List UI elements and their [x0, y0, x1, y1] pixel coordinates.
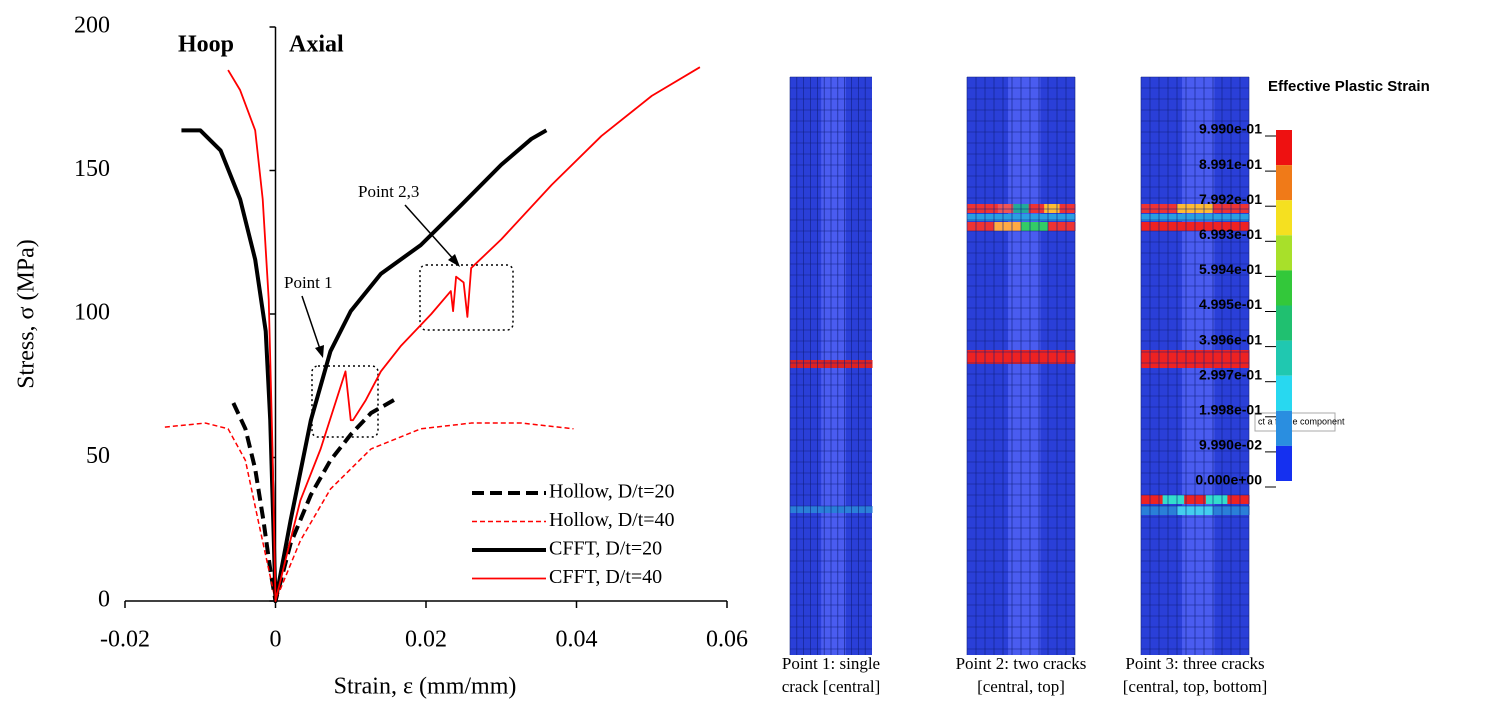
y-tick-label: 100 — [74, 300, 110, 326]
fringe-label: 7.992e-01 — [1199, 191, 1262, 207]
contour-plot — [790, 77, 873, 655]
tooltip: ct a fringe component — [1258, 416, 1345, 426]
highlight-box — [420, 265, 513, 330]
strain-band — [1048, 222, 1076, 231]
strain-band — [1163, 495, 1185, 504]
caption: Point 2: two cracks — [956, 654, 1087, 673]
fringe-label: 5.994e-01 — [1199, 261, 1262, 277]
annotation: Point 1 — [284, 273, 333, 292]
fringe-label: 9.990e-01 — [1199, 121, 1262, 137]
fringe-label: 6.993e-01 — [1199, 226, 1262, 242]
x-tick-label: -0.02 — [100, 627, 150, 653]
x-tick-label: 0.04 — [556, 627, 598, 653]
strain-band — [1029, 204, 1045, 213]
fringe-swatch — [1276, 130, 1292, 165]
fringe-label: 8.991e-01 — [1199, 156, 1262, 172]
caption: Point 3: three cracks — [1125, 654, 1264, 673]
fringe-swatch — [1276, 446, 1292, 481]
fringe-label: 1.998e-01 — [1199, 402, 1262, 418]
cylinder-highlight — [1008, 77, 1040, 655]
fringe-swatch — [1276, 165, 1292, 200]
fringe-swatch — [1276, 200, 1292, 235]
fringe-swatch — [1276, 411, 1292, 446]
contour-plot — [967, 77, 1076, 655]
y-tick-label: 0 — [98, 587, 110, 613]
strain-band — [967, 204, 983, 213]
arrow-head — [315, 345, 324, 358]
strain-band — [994, 222, 1022, 231]
fringe-label: 9.990e-02 — [1199, 437, 1262, 453]
annotation: Axial — [289, 32, 344, 58]
caption: crack [central] — [782, 677, 881, 696]
caption: [central, top, bottom] — [1123, 677, 1267, 696]
legend-label: Hollow, D/t=40 — [549, 509, 675, 531]
strain-band — [1141, 495, 1163, 504]
y-axis-title: Stress, σ (MPa) — [14, 239, 40, 389]
legend-label: Hollow, D/t=20 — [549, 481, 675, 503]
fringe-swatch — [1276, 306, 1292, 341]
strain-band — [967, 222, 995, 231]
y-tick-label: 50 — [86, 443, 110, 469]
fringe-label: 0.000e+00 — [1195, 472, 1262, 488]
fringe-label: 4.995e-01 — [1199, 296, 1262, 312]
series-line — [165, 423, 574, 601]
arrow — [302, 296, 321, 352]
x-axis-title: Strain, ε (mm/mm) — [334, 674, 517, 700]
x-tick-label: 0.02 — [405, 627, 447, 653]
page: {"chart_data": {"type": "line", "x_label… — [0, 0, 1490, 706]
fringe-swatch — [1276, 376, 1292, 411]
caption: Point 1: single — [782, 654, 880, 673]
annotation: Hoop — [178, 32, 234, 58]
series-line — [233, 397, 399, 601]
fringe-label: 3.996e-01 — [1199, 331, 1262, 347]
fringe-swatch — [1276, 270, 1292, 305]
strain-band — [1060, 204, 1076, 213]
fringe-title: Effective Plastic Strain — [1268, 78, 1430, 95]
x-tick-label: 0 — [270, 627, 282, 653]
legend-label: CFFT, D/t=40 — [549, 566, 662, 588]
figure: Stress, σ (MPa) Strain, ε (mm/mm) Hoop A… — [0, 0, 1490, 706]
fringe-swatch — [1276, 341, 1292, 376]
y-tick-label: 150 — [74, 156, 110, 182]
fringe-label: 2.997e-01 — [1199, 366, 1262, 382]
strain-band — [1206, 495, 1228, 504]
strain-band — [1044, 204, 1060, 213]
fringe-swatch — [1276, 235, 1292, 270]
strain-band — [998, 204, 1014, 213]
x-tick-label: 0.06 — [706, 627, 748, 653]
caption: [central, top] — [977, 677, 1065, 696]
legend-label: CFFT, D/t=20 — [549, 538, 662, 560]
strain-band — [1021, 222, 1049, 231]
annotation: Point 2,3 — [358, 182, 419, 201]
y-tick-label: 200 — [74, 13, 110, 39]
